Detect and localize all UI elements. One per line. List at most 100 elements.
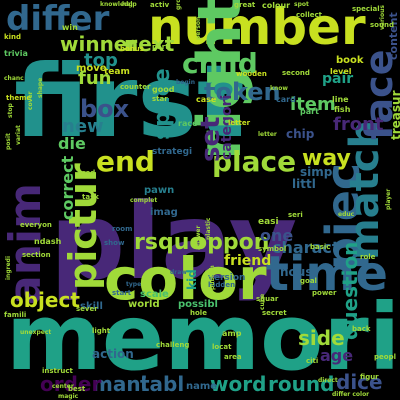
cloud-word-side: side (298, 326, 345, 350)
cloud-word-secret: secret (262, 309, 287, 317)
cloud-word-way: way (302, 146, 351, 171)
cloud-word-book: book (336, 55, 364, 66)
cloud-word-bonus: bonus (120, 45, 144, 53)
cloud-word-littl: littl (292, 177, 316, 191)
cloud-word-correct: correct (58, 155, 77, 220)
cloud-word-squar: squar (256, 295, 279, 303)
cloud-word-word: word (210, 372, 267, 396)
cloud-word-draw: draw (170, 269, 187, 276)
cloud-word-hole: hole (190, 309, 207, 317)
cloud-word-sound: sound (370, 21, 394, 29)
cloud-word-version: version (208, 273, 246, 283)
cloud-word-memori: memori (6, 284, 400, 391)
cloud-word-task: task (82, 193, 99, 201)
cloud-word-child: child (182, 47, 258, 80)
cloud-word-stop: stop (7, 103, 14, 118)
cloud-word-help: help (122, 1, 137, 8)
cloud-word-case: case (196, 95, 217, 104)
cloud-word-ndash: ndash (34, 237, 62, 246)
cloud-word-imag: imag (150, 207, 178, 218)
cloud-word-part: part (300, 107, 319, 116)
cloud-word-fun: fun (78, 68, 112, 89)
cloud-word-chip: chip (286, 127, 315, 141)
cloud-word-role: role (360, 253, 376, 261)
cloud-word-front: front (333, 114, 384, 135)
cloud-word-star: star (152, 95, 168, 103)
cloud-word-start: start (112, 289, 132, 297)
cloud-word-strategi: strategi (152, 147, 193, 157)
cloud-word-space: space (150, 68, 175, 140)
cloud-word-power: power (312, 289, 337, 297)
cloud-word-winner: winner (60, 32, 138, 56)
cloud-word-die: die (58, 134, 86, 153)
cloud-word-person: person (195, 16, 202, 40)
cloud-word-differ-color: differ color (332, 391, 370, 398)
cloud-word-educ: educ (338, 211, 355, 218)
cloud-word-good: good (152, 85, 175, 94)
cloud-word-color: color (104, 245, 267, 313)
cloud-word-token: token (204, 78, 281, 106)
cloud-word-level: level (330, 67, 352, 76)
cloud-word-section: section (22, 251, 51, 259)
cloud-word-colour: colour (262, 1, 291, 10)
cloud-word-light: light (92, 327, 111, 335)
cloud-word-publish: publish (209, 265, 216, 290)
cloud-word-answer: answer (195, 225, 202, 250)
cloud-word-parti: parti (152, 43, 171, 51)
cloud-word-complet: complet (130, 197, 158, 204)
cloud-word-counter: counter (120, 83, 151, 91)
cloud-word-world: world (128, 299, 160, 310)
cloud-word-activ: activ (150, 1, 170, 9)
cloud-word-everyon: everyon (20, 221, 52, 229)
cloud-word-unexpect: unexpect (20, 329, 52, 336)
cloud-word-skill: skill (80, 301, 103, 312)
cloud-word-one: one (260, 226, 294, 245)
cloud-word-chanc: chanc (4, 75, 24, 82)
cloud-word-treasur: treasur (389, 90, 400, 141)
cloud-word-direct: direct (318, 377, 338, 384)
cloud-word-begin: begin (176, 79, 195, 86)
cloud-word-play: play (50, 181, 298, 303)
cloud-word-tabl: tabl (140, 372, 185, 396)
cloud-word-first: first (14, 43, 245, 160)
cloud-word-action: action (92, 347, 134, 361)
cloud-word-sever: sever (76, 305, 98, 313)
cloud-word-citi: citi (306, 357, 319, 365)
cloud-word-shape: shape (37, 77, 44, 98)
cloud-word-letter: letter (228, 119, 251, 127)
cloud-word-card: card (276, 95, 296, 104)
cloud-word-kid: kid (185, 269, 199, 290)
cloud-word-spot: spot (294, 1, 309, 8)
cloud-word-magic: magic (58, 393, 79, 400)
cloud-word-kind: kind (4, 33, 22, 41)
cloud-word-end: end (96, 145, 155, 178)
cloud-word-dice: dice (336, 370, 383, 394)
cloud-word-instruct: instruct (42, 367, 73, 375)
cloud-word-red: red (82, 169, 96, 177)
cloud-word-trivia: trivia (4, 49, 28, 58)
cloud-word-locat: locat (212, 343, 232, 351)
cloud-word-peopl: peopl (374, 353, 396, 361)
cloud-word-wooden: wooden (236, 70, 267, 78)
cloud-word-best: best (68, 385, 86, 393)
cloud-word-show: show (104, 239, 125, 247)
cloud-word-back: back (352, 325, 371, 333)
cloud-word-know: know (270, 85, 288, 92)
cloud-word-charact: charact (272, 238, 340, 257)
cloud-word-box: box (80, 95, 130, 123)
cloud-word-type: type (126, 281, 142, 288)
cloud-word-time: time (266, 246, 388, 302)
cloud-word-plastic: plastic (205, 217, 212, 240)
cloud-word-line: line (332, 95, 349, 104)
cloud-word-fish: fish (334, 105, 351, 114)
cloud-word-knowledg: knowledg (100, 1, 133, 8)
cloud-word-oppon: oppon (192, 230, 270, 255)
cloud-word-content: content (387, 12, 400, 60)
cloud-word-possibl: possibl (178, 299, 218, 310)
cloud-word-new: new (62, 116, 104, 137)
cloud-word-area: area (224, 353, 242, 361)
cloud-word-hous: hous (280, 265, 313, 279)
cloud-word-easi: easi (258, 217, 279, 227)
cloud-word-cube: cube (259, 293, 266, 310)
cloud-word-number: number (148, 0, 366, 56)
